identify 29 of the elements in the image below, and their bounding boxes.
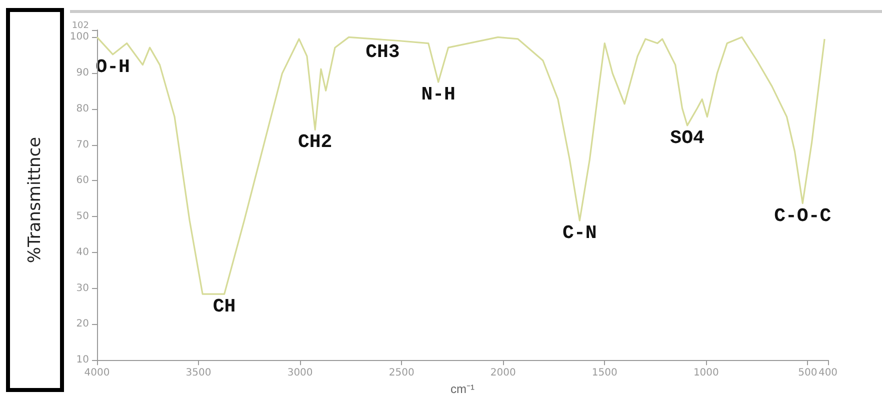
y-tick-label: 40 bbox=[76, 246, 89, 258]
annotation: CH3 bbox=[366, 41, 400, 64]
annotation: SO4 bbox=[670, 126, 704, 149]
x-tick-label: 4000 bbox=[84, 368, 110, 379]
y-tick-label: 20 bbox=[76, 318, 89, 330]
y-tick-label: 50 bbox=[76, 211, 89, 222]
x-tick-label: 1500 bbox=[592, 368, 618, 379]
annotation: CH2 bbox=[298, 131, 332, 154]
annotation: N-H bbox=[421, 84, 456, 106]
x-tick-label: 3000 bbox=[287, 368, 313, 379]
annotation: C-O-C bbox=[774, 204, 832, 227]
x-axis-title: cm⁻¹ bbox=[450, 382, 474, 396]
y-tick-label: 70 bbox=[76, 139, 89, 150]
annotation: C-N bbox=[562, 222, 597, 244]
x-tick-label: 2000 bbox=[490, 368, 516, 379]
y-axis-title: %Transmittnce bbox=[25, 136, 45, 264]
annotation: CH bbox=[212, 296, 236, 318]
y-tick-label: 102 bbox=[72, 21, 89, 31]
y-tick-label: 60 bbox=[76, 175, 89, 186]
x-tick-label: 500 bbox=[798, 368, 818, 379]
x-tick-label: 1000 bbox=[693, 368, 719, 379]
y-tick-label: 80 bbox=[76, 103, 89, 114]
x-tick-label: 400 bbox=[818, 368, 838, 379]
y-tick-label: 100 bbox=[70, 32, 89, 43]
y-tick-label: 30 bbox=[76, 282, 89, 294]
x-tick-label: 2500 bbox=[388, 368, 414, 379]
y-tick-label: 10 bbox=[76, 354, 89, 366]
y-tick-label: 90 bbox=[76, 68, 89, 79]
x-tick-label: 3500 bbox=[186, 368, 212, 379]
